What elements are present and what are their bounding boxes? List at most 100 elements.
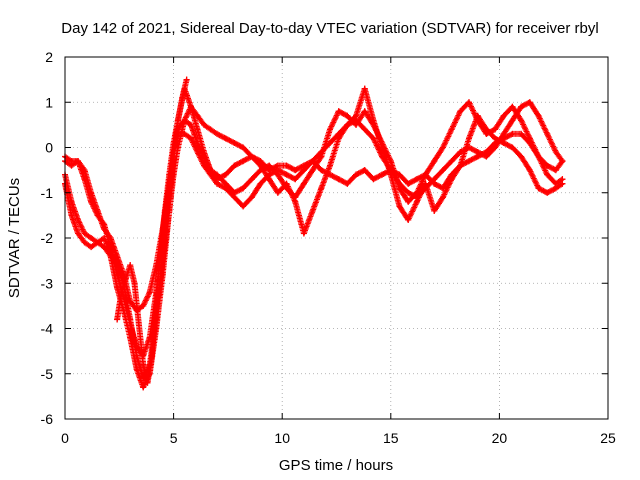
data-point	[492, 144, 499, 151]
data-point	[94, 239, 101, 246]
data-point	[300, 180, 307, 187]
data-point	[379, 171, 386, 178]
data-point	[88, 198, 95, 205]
data-point	[231, 139, 238, 146]
data-point	[500, 130, 507, 137]
data-point	[240, 158, 247, 165]
data-point	[144, 379, 151, 386]
data-point	[448, 158, 455, 165]
data-point	[309, 167, 316, 174]
data-points	[62, 76, 566, 391]
data-point	[509, 144, 516, 151]
data-point	[544, 130, 551, 137]
data-point	[465, 99, 472, 106]
data-point	[240, 185, 247, 192]
data-point	[81, 239, 88, 246]
x-tick-label: 20	[492, 430, 508, 446]
data-point	[181, 117, 188, 124]
data-point	[518, 117, 525, 124]
y-tick-label: -1	[41, 185, 54, 201]
data-point	[518, 103, 525, 110]
data-point	[131, 280, 138, 287]
data-point	[500, 112, 507, 119]
data-point	[509, 103, 516, 110]
data-point	[413, 176, 420, 183]
data-point	[118, 289, 125, 296]
data-point	[509, 130, 516, 137]
data-point	[518, 130, 525, 137]
data-point	[153, 298, 160, 305]
data-point	[457, 162, 464, 169]
data-point	[405, 180, 412, 187]
data-point	[148, 352, 155, 359]
data-point	[335, 108, 342, 115]
data-point	[174, 117, 181, 124]
data-point	[292, 176, 299, 183]
data-point	[318, 185, 325, 192]
y-tick-label: -5	[41, 366, 54, 382]
data-point	[535, 185, 542, 192]
data-point	[274, 189, 281, 196]
data-point	[483, 130, 490, 137]
data-point	[266, 176, 273, 183]
data-point	[283, 162, 290, 169]
data-point	[439, 144, 446, 151]
data-point	[344, 121, 351, 128]
data-point	[370, 121, 377, 128]
data-point	[509, 117, 516, 124]
data-point	[405, 216, 412, 223]
data-point	[222, 171, 229, 178]
data-point	[292, 167, 299, 174]
data-point	[75, 216, 82, 223]
x-axis-title: GPS time / hours	[279, 457, 393, 474]
y-axis-title: SDTVAR / TECUs	[6, 178, 23, 298]
data-point	[353, 112, 360, 119]
data-point	[535, 153, 542, 160]
data-point	[309, 207, 316, 214]
y-tick-label: 2	[45, 49, 53, 65]
data-point	[257, 180, 264, 187]
data-point	[257, 167, 264, 174]
y-tick-label: 0	[45, 140, 53, 156]
data-point	[483, 153, 490, 160]
data-point	[68, 212, 75, 219]
data-point	[552, 149, 559, 156]
data-point	[222, 135, 229, 142]
data-point	[283, 171, 290, 178]
data-point	[140, 302, 147, 309]
data-point	[214, 171, 221, 178]
data-point	[157, 248, 164, 255]
data-point	[552, 180, 559, 187]
axis-ticks: 0 5 10 15 20 25 -6 -5 -4 -3 -2 -1 0 1 2	[41, 49, 616, 446]
data-point	[492, 126, 499, 133]
data-point	[231, 162, 238, 169]
data-point	[179, 94, 186, 101]
data-point	[68, 162, 75, 169]
data-point	[127, 262, 134, 269]
data-point	[544, 171, 551, 178]
data-point	[422, 171, 429, 178]
x-tick-label: 25	[600, 430, 616, 446]
data-point	[207, 126, 214, 133]
data-point	[248, 194, 255, 201]
data-point	[318, 167, 325, 174]
data-point	[474, 117, 481, 124]
data-point	[387, 158, 394, 165]
data-point	[140, 384, 147, 391]
data-point	[344, 112, 351, 119]
data-point	[370, 176, 377, 183]
data-point	[300, 230, 307, 237]
data-point	[448, 176, 455, 183]
data-point	[240, 203, 247, 210]
data-point	[88, 235, 95, 241]
data-point	[181, 130, 188, 137]
data-point	[439, 194, 446, 201]
data-point	[559, 176, 566, 183]
data-point	[379, 139, 386, 146]
data-point	[448, 126, 455, 133]
data-point	[344, 180, 351, 187]
x-tick-label: 5	[170, 430, 178, 446]
data-point	[207, 167, 214, 174]
data-point	[439, 167, 446, 174]
data-point	[431, 158, 438, 165]
